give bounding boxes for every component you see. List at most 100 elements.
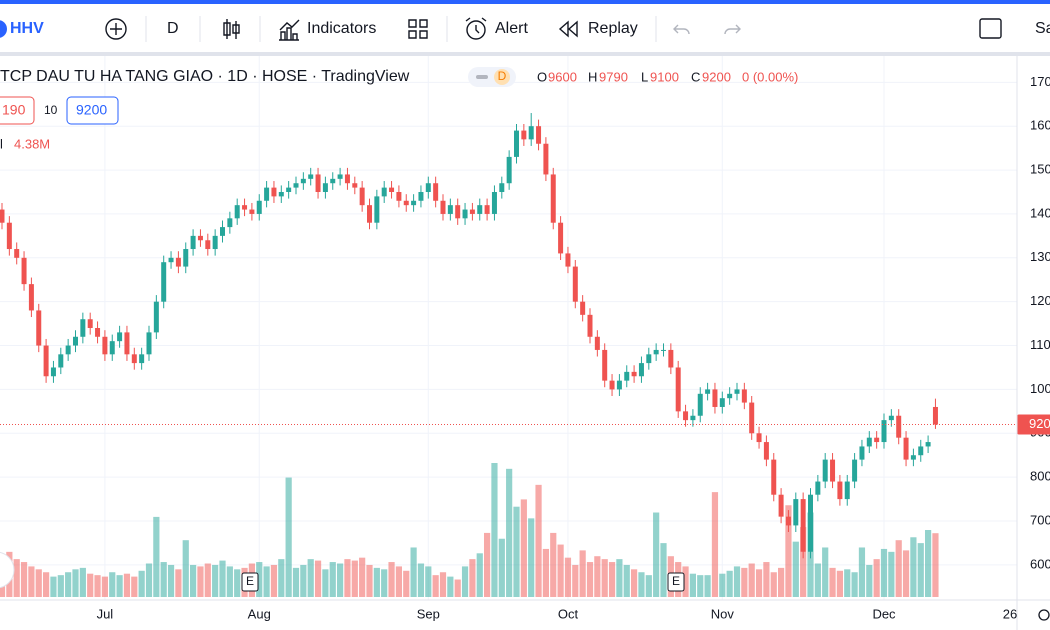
candle-body (661, 349, 666, 351)
add-symbol-icon[interactable] (105, 18, 127, 40)
ohlc-o: O (537, 69, 547, 84)
volume-bar (351, 560, 358, 597)
candle-body (65, 345, 71, 355)
candle-body (844, 481, 850, 500)
y-tick-label: 10000 (1030, 381, 1050, 396)
candle-body (131, 354, 137, 364)
candle-body (910, 455, 916, 460)
candle-body (43, 345, 49, 377)
high-value: 9790 (599, 69, 628, 84)
candle-body (727, 393, 733, 399)
candle-body (705, 389, 711, 394)
volume-bar (814, 563, 821, 597)
y-tick-label: 6000 (1030, 556, 1050, 571)
candle-body (778, 494, 784, 517)
volume-bar (719, 573, 726, 597)
chart-type-icon[interactable] (223, 19, 240, 39)
settings-icon[interactable] (1038, 609, 1050, 621)
volume-bar (167, 564, 175, 597)
volume-bar (417, 563, 425, 597)
replay-icon[interactable] (558, 20, 578, 38)
candle-body (330, 178, 336, 184)
alert-icon[interactable] (466, 20, 486, 40)
volume-bar (314, 560, 322, 597)
volume-bar (711, 492, 719, 597)
volume-bar (79, 567, 86, 597)
y-tick-label: 16000 (1030, 118, 1050, 133)
volume-bar (689, 573, 696, 597)
volume-bar (925, 530, 932, 597)
candle-body (286, 187, 292, 192)
symbol[interactable]: HHV (10, 20, 44, 37)
bid-box[interactable] (0, 96, 35, 125)
volume-bar (520, 499, 527, 597)
candle-body (0, 209, 5, 223)
indicators-icon[interactable] (279, 19, 300, 41)
ohlc-c: C (691, 69, 700, 84)
candle-body (278, 192, 284, 197)
candle-body (36, 310, 42, 346)
volume-bar (653, 512, 660, 597)
interval[interactable]: D (167, 20, 179, 37)
y-tick-label: 13000 (1030, 249, 1050, 264)
candle-body (6, 222, 12, 250)
undo-icon[interactable] (673, 24, 690, 35)
ask-box[interactable] (66, 96, 119, 125)
replay-button[interactable]: Replay (588, 20, 638, 37)
status-badge (494, 69, 510, 85)
candle-body (741, 389, 747, 403)
volume-bar (484, 532, 491, 597)
volume-bar (858, 547, 866, 597)
candle-body (852, 459, 858, 482)
indicators-button[interactable]: Indicators (307, 20, 376, 37)
volume-bar (645, 575, 652, 597)
volume-bar (498, 538, 505, 597)
alert-icon-hands (465, 17, 487, 34)
volume-bar (631, 569, 638, 597)
candle-body (183, 249, 189, 267)
candle-body (822, 459, 828, 482)
alert-button[interactable]: Alert (495, 20, 528, 37)
ohlc-h: H (588, 69, 597, 84)
tv-logo (0, 551, 15, 589)
volume-bar (660, 543, 667, 597)
candle-body (322, 183, 328, 192)
volume-bar (50, 576, 57, 597)
candle-body (220, 227, 225, 236)
volume-bar (682, 566, 689, 597)
candle-body (925, 442, 931, 447)
save-button[interactable]: Sa (1035, 20, 1050, 37)
y-tick-label: 7000 (1030, 512, 1050, 527)
candle-body (918, 446, 924, 456)
candle-body (249, 209, 255, 214)
redo-icon[interactable] (724, 24, 741, 35)
volume-bar (204, 563, 211, 597)
candle-body (212, 235, 218, 250)
volume-bar (160, 562, 167, 597)
fullscreen-icon[interactable] (979, 18, 1002, 39)
volume-bar (322, 569, 329, 597)
volume-bar (13, 559, 20, 597)
candle-body (763, 442, 769, 460)
volume-bar (153, 516, 160, 597)
candle-body (602, 349, 608, 381)
event-marker (667, 572, 685, 592)
candle-body (675, 367, 681, 412)
volume-bar (263, 566, 270, 597)
volume-bar (307, 559, 314, 597)
candle-body (874, 437, 880, 443)
candle-body (477, 205, 483, 214)
volume-bar (579, 550, 586, 597)
layouts-icon[interactable] (408, 19, 428, 39)
volume-bar (902, 550, 910, 597)
volume-bar (917, 543, 924, 597)
volume-bar (704, 575, 711, 597)
volume-bar (300, 564, 307, 597)
candle-body (139, 354, 145, 364)
candle-body (734, 389, 740, 394)
candle-body (587, 314, 593, 337)
y-tick-label: 11000 (1030, 337, 1050, 352)
x-tick-label: Jul (97, 606, 114, 621)
legend-title: TCP DAU TU HA TANG GIAO · 1D · HOSE · Tr… (0, 68, 410, 85)
candle-body (389, 187, 395, 192)
